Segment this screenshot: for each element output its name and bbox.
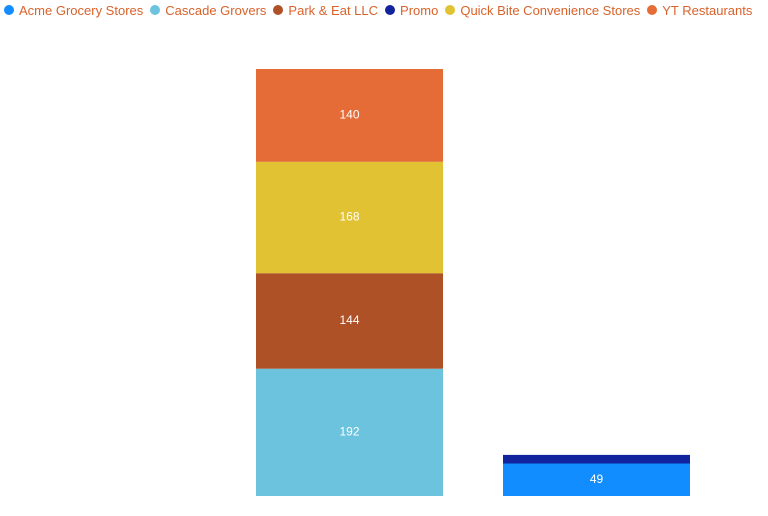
- bar-segment: [503, 454, 690, 464]
- bar-segment: [256, 161, 443, 274]
- legend-marker: [385, 5, 396, 15]
- legend-marker: [445, 5, 456, 15]
- legend-label: YT Restaurants: [662, 2, 753, 18]
- bar-segment: [256, 69, 443, 162]
- legend-label: Acme Grocery Stores: [19, 2, 144, 18]
- legend-label: Park & Eat LLC: [288, 2, 379, 18]
- legend-item[interactable]: Quick Bite Convenience Stores: [445, 1, 640, 19]
- legend-label: Quick Bite Convenience Stores: [460, 2, 641, 18]
- data-label: 49: [590, 472, 604, 486]
- legend: Acme Grocery Stores Cascade Grovers Park &…: [4, 1, 752, 19]
- legend-item[interactable]: Acme Grocery Stores: [4, 1, 143, 19]
- legend-marker: [150, 5, 161, 15]
- bar-segment: [256, 273, 443, 369]
- bar-segment: [503, 463, 690, 496]
- legend-item[interactable]: Cascade Grovers: [150, 1, 266, 19]
- legend-marker: [647, 5, 658, 15]
- legend-marker: [4, 5, 14, 15]
- data-label: 168: [339, 210, 359, 224]
- legend-label: Promo: [400, 2, 439, 18]
- data-label: 192: [339, 425, 359, 439]
- legend-marker: [273, 5, 284, 15]
- legend-item[interactable]: Promo: [385, 1, 438, 19]
- data-label: 140: [339, 108, 359, 122]
- bar-segment: [256, 368, 443, 496]
- legend-item[interactable]: Park & Eat LLC: [273, 1, 378, 19]
- data-label: 144: [339, 313, 359, 327]
- legend-label: Cascade Grovers: [165, 2, 267, 18]
- legend-item[interactable]: YT Restaurants: [647, 1, 752, 19]
